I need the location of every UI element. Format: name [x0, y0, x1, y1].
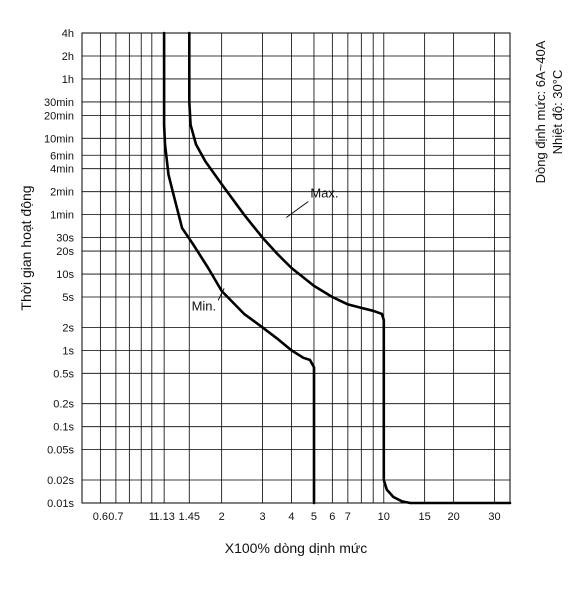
y-tick-label: 4h [62, 28, 74, 40]
y-tick-label: 5s [62, 292, 74, 304]
x-tick-label: 6 [329, 511, 335, 523]
x-tick-label: 30 [488, 511, 500, 523]
y-tick-label: 0.5s [53, 368, 74, 380]
x-tick-label: 0.6 [93, 511, 108, 523]
x-tick-label: 5 [311, 511, 317, 523]
temperature-note: Nhiệt độ: 30°C [550, 70, 565, 155]
annotation-layer: Max. Min. [192, 186, 339, 314]
y-tick-label: 0.02s [47, 475, 74, 487]
y-tick-label: 1h [62, 74, 74, 86]
y-tick-label: 10s [56, 269, 74, 281]
y-axis-label: Thời gian hoạt động [18, 185, 34, 310]
annotation-leader [217, 288, 225, 301]
x-tick-label: 2 [219, 511, 225, 523]
rated-current-note: Dòng định mức: 6A~40A [533, 40, 548, 183]
x-tick-labels: 0.6 0.7 11.13 1.45 2 3 4 5 6 7 10 15 20 30 [93, 511, 501, 523]
y-tick-label: 0.01s [47, 498, 74, 510]
y-tick-label: 2s [62, 322, 74, 334]
curve-layer [162, 31, 512, 505]
y-tick-label: 6min [50, 150, 74, 162]
plot-frame [81, 32, 511, 504]
y-tick-label: 20s [56, 246, 74, 258]
x-tick-label: 0.7 [108, 511, 123, 523]
x-tick-label: 1.13 [153, 511, 174, 523]
y-tick-label: 0.05s [47, 445, 74, 457]
y-tick-label: 4min [50, 164, 74, 176]
y-tick-label: 30s [56, 233, 74, 245]
y-tick-label: 1s [62, 345, 74, 357]
y-tick-label: 30min [44, 97, 74, 109]
x-tick-label: 1 [149, 511, 155, 523]
y-tick-label: 20min [44, 110, 74, 122]
annotation-leader [286, 201, 309, 218]
y-tick-label: 2h [62, 51, 74, 63]
x-tick-label: 3 [259, 511, 265, 523]
annotation-min: Min. [192, 298, 217, 313]
curve-min [162, 31, 316, 505]
y-tick-label: 0.1s [53, 422, 74, 434]
curve-max [188, 31, 512, 505]
x-tick-label: 15 [419, 511, 431, 523]
y-tick-label: 2min [50, 187, 74, 199]
y-tick-label: 0.2s [53, 399, 74, 411]
annotation-max: Max. [310, 186, 338, 201]
x-tick-label: 10 [378, 511, 390, 523]
y-tick-label: 10min [44, 133, 74, 145]
x-tick-label: 7 [345, 511, 351, 523]
y-tick-label: 1min [50, 210, 74, 222]
x-axis-label: X100% dòng dịnh mức [225, 540, 367, 556]
x-tick-label: 20 [447, 511, 459, 523]
x-tick-label: 1.45 [179, 511, 200, 523]
x-tick-label: 4 [288, 511, 294, 523]
grid-layer [81, 32, 511, 504]
